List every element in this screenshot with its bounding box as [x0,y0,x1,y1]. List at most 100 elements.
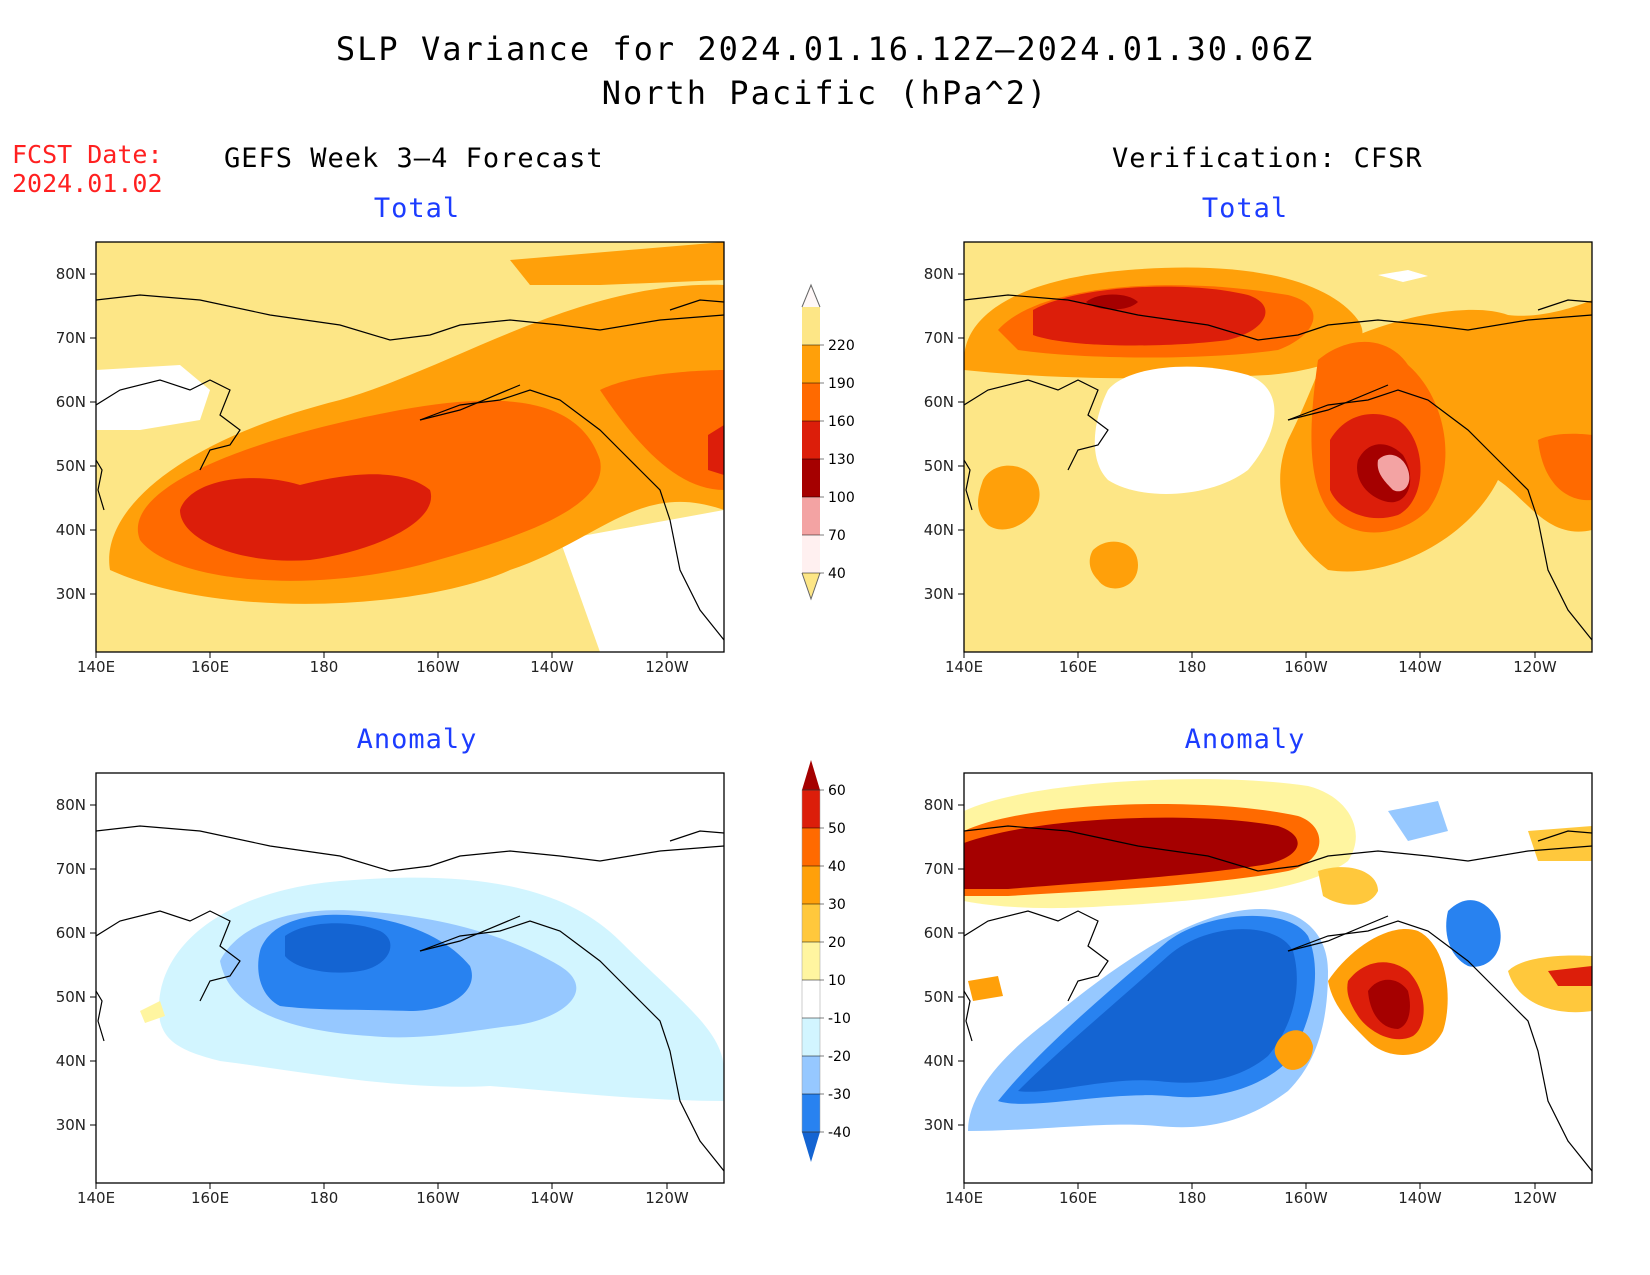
contour-20 [1528,826,1592,861]
lat-label: 70N [924,329,954,347]
lon-label: 160W [416,658,460,676]
lon-label: 140E [77,658,115,676]
colorbar-bottom-arrow [801,572,821,601]
lon-label: 120W [645,658,689,676]
subtitle-top-right: Total [1201,193,1289,224]
coastlines [964,825,1592,1172]
colorbar-label: -40 [828,1125,851,1141]
lat-label: 50N [924,988,954,1006]
lon-label: 180 [1178,1189,1207,1207]
lon-label: 160W [1284,658,1328,676]
contour-100 [600,370,724,490]
contour-190 [1377,454,1410,492]
lon-label: 140E [77,1189,115,1207]
lon-label: 140W [530,1189,574,1207]
map-frame [95,772,725,1184]
lat-label: 80N [56,265,86,283]
contour-60 [1368,979,1410,1029]
colorbar-label: 220 [828,338,855,354]
colorbar-label: 60 [828,783,846,799]
colorbar-swatch [802,421,820,459]
colorbar-label: -10 [828,1011,851,1027]
lat-label: 50N [924,457,954,475]
lat-label: 60N [56,393,86,411]
contour-130 [180,474,432,561]
lon-label: 120W [645,1189,689,1207]
main-title-line2: North Pacific (hPa^2) [601,74,1049,112]
lat-label: 80N [56,796,86,814]
lon-label: 180 [310,1189,339,1207]
colorbar-swatch [802,307,820,345]
lon-label: 160E [1059,1189,1097,1207]
colorbar-label: 100 [828,490,855,506]
lat-label: 30N [56,585,86,603]
lat-label: 50N [56,457,86,475]
lon-label: 160E [1059,658,1097,676]
lat-label: 40N [924,1052,954,1070]
colorbar-top-arrow [802,760,820,790]
contour-160 [1086,294,1138,310]
map-frame [963,241,1593,653]
contour-20 [1318,867,1378,905]
map-verification-total: 140E 160E 180 160W 140W 120W 80N 70N 60N 50N 40N 30… [908,240,1608,690]
lat-label: 30N [924,585,954,603]
lat-label: 70N [56,329,86,347]
lon-label: 140E [945,1189,983,1207]
map-frame [963,772,1593,1184]
colorbar-label: 30 [828,897,846,913]
coastlines [96,294,724,641]
low-variance-region [1378,270,1428,282]
lon-label: 160E [191,1189,229,1207]
contour-130 [708,425,724,475]
colorbar-swatch [802,383,820,421]
colorbar-swatch [802,1094,820,1132]
low-variance-region [96,365,210,430]
lat-label: 30N [56,1116,86,1134]
lon-label: 140W [1398,1189,1442,1207]
contour-100 [1538,433,1592,501]
contour-minus40 [285,923,391,973]
contour-70 [510,242,724,285]
colorbar-swatch [802,1018,820,1056]
subtitle-bottom-right: Anomaly [1184,724,1306,755]
contour-10 [140,1001,165,1023]
colorbar-label: 160 [828,414,855,430]
lat-label: 40N [56,1052,86,1070]
lat-label: 40N [56,521,86,539]
colorbar-swatch [802,535,820,573]
lon-label: 160W [1284,1189,1328,1207]
coastlines [964,294,1592,641]
colorbar-label: 20 [828,935,846,951]
low-variance-region [1094,366,1275,494]
contour-minus40 [1018,929,1297,1092]
lon-label: 180 [310,658,339,676]
contour-50 [1548,966,1592,986]
colorbar-label: 40 [828,566,846,582]
lon-label: 140W [530,658,574,676]
colorbar-swatch [802,345,820,383]
subtitle-top-left: Total [373,193,461,224]
lon-label: 140E [945,658,983,676]
lat-label: 60N [56,924,86,942]
colorbar-label: -30 [828,1087,851,1103]
contour-30 [1274,1030,1313,1070]
colorbar-swatch [802,828,820,866]
lat-label: 70N [56,860,86,878]
left-column-header: GEFS Week 3–4 Forecast [224,143,604,174]
lon-label: 120W [1513,658,1557,676]
contour-60 [964,817,1298,889]
colorbar-swatch [802,866,820,904]
colorbar-label: 40 [828,859,846,875]
colorbar-bottom-arrow [802,1132,820,1162]
contour-30 [968,976,1003,1001]
colorbar-label: 10 [828,973,846,989]
main-title-line1: SLP Variance for 2024.01.16.12Z–2024.01.… [335,30,1315,68]
map-verification-anomaly: 140E 160E 180 160W 140W 120W 80N 70N 60N 50N 40N 30… [908,771,1608,1221]
lat-label: 30N [924,1116,954,1134]
map-forecast-total: 140E 160E 180 160W 140W 120W 80N 70N 60N 50N 40N 30… [40,240,740,690]
colorbar-swatch [802,459,820,497]
lon-label: 120W [1513,1189,1557,1207]
map-forecast-anomaly: 140E 160E 180 160W 140W 120W 80N 70N 60N 50N 40N 30… [40,771,740,1221]
lat-label: 40N [924,521,954,539]
contour-minus20 [1388,801,1448,841]
